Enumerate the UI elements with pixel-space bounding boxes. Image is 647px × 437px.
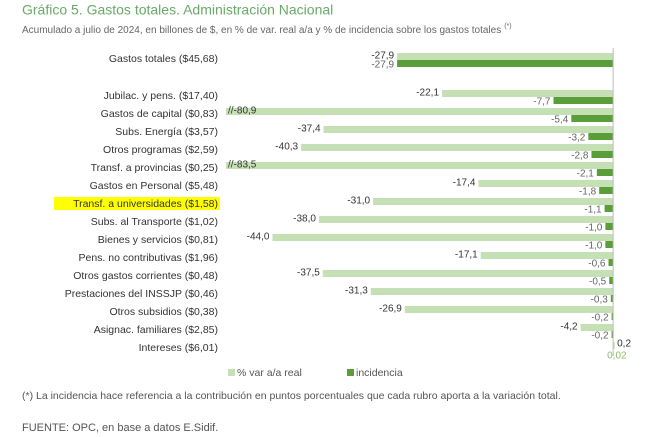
bar <box>605 241 614 248</box>
chart-title: Gráfico 5. Gastos totales. Administració… <box>22 2 333 18</box>
highlight <box>54 197 220 210</box>
value-label: -27,9 <box>371 60 394 71</box>
chart-subtitle: Acumulado a julio de 2024, en billones d… <box>22 23 512 36</box>
value-label: -3,2 <box>568 133 586 144</box>
category-label: Gastos de capital ($0,83) <box>101 108 218 120</box>
value-label: -2,8 <box>571 151 589 162</box>
bar <box>397 60 614 67</box>
footnote: (*) La incidencia hace referencia a la c… <box>22 390 561 402</box>
value-label: //-80,9 <box>228 106 257 117</box>
value-label: //-83,5 <box>228 160 257 171</box>
value-label: -44,0 <box>247 232 270 243</box>
value-label: -7,7 <box>533 97 551 108</box>
category-label: Otros gastos corrientes ($0,48) <box>73 270 218 282</box>
value-label: -1,0 <box>585 223 603 234</box>
bar <box>611 331 614 338</box>
bar <box>318 216 614 223</box>
bar <box>580 324 614 331</box>
value-label: -5,4 <box>551 115 569 126</box>
value-label: -27,9 <box>371 51 394 62</box>
legend-swatch <box>347 369 354 376</box>
value-label: -1,8 <box>579 187 597 198</box>
category-label: Transf. a provincias ($0,25) <box>91 162 218 174</box>
bar <box>599 187 614 194</box>
value-label: -17,1 <box>455 250 478 261</box>
value-label: -1,1 <box>584 205 602 216</box>
value-label: -17,4 <box>453 178 476 189</box>
bar <box>608 259 614 266</box>
bar <box>442 90 614 97</box>
value-label: -31,0 <box>347 196 370 207</box>
bar <box>553 97 614 104</box>
subtitle-text: Acumulado a julio de 2024, en billones d… <box>22 25 501 36</box>
category-label: Gastos en Personal ($5,48) <box>90 180 218 192</box>
category-label: Otros programas ($2,59) <box>103 144 218 156</box>
value-label: -4,2 <box>560 322 578 333</box>
bar <box>373 198 614 205</box>
bar <box>604 205 614 212</box>
value-label: -0,6 <box>588 259 606 270</box>
value-label: -1,0 <box>585 241 603 252</box>
category-label: Prestaciones del INSSJP ($0,46) <box>65 288 218 300</box>
category-label: Subs. Energía ($3,57) <box>115 126 218 138</box>
bar <box>610 295 614 302</box>
category-label: Transf. a universidades ($1,58) <box>73 198 218 210</box>
value-label: -22,1 <box>416 88 439 99</box>
bar <box>323 126 614 133</box>
bar <box>322 270 614 277</box>
legend-swatch <box>228 369 235 376</box>
value-label: -0,2 <box>591 313 609 324</box>
bar <box>613 342 615 349</box>
bar <box>370 288 614 295</box>
category-label: Asignac. familiares ($2,85) <box>94 324 218 336</box>
legend-label: incidencia <box>356 367 403 379</box>
bar <box>588 133 614 140</box>
value-label: -2,1 <box>577 169 595 180</box>
value-label: -0,5 <box>589 277 607 288</box>
value-label: -26,9 <box>379 304 402 315</box>
value-label: -38,0 <box>293 214 316 225</box>
category-label: Subs. al Transporte ($1,02) <box>91 216 218 228</box>
category-label: Pens. no contributivas ($1,96) <box>79 252 219 264</box>
bar <box>596 169 614 176</box>
plot-area <box>226 53 615 356</box>
source: FUENTE: OPC, en base a datos E.Sidif. <box>22 422 218 434</box>
category-label: Bienes y servicios ($0,81) <box>98 234 218 246</box>
value-label: -37,5 <box>297 268 320 279</box>
category-label: Gastos totales ($45,68) <box>109 53 218 65</box>
bar <box>478 180 614 187</box>
subtitle-note: (*) <box>504 23 511 30</box>
bar <box>605 223 614 230</box>
category-label: Intereses ($6,01) <box>139 342 218 354</box>
bar <box>571 115 614 122</box>
bar <box>404 306 614 313</box>
category-label: Jubilac. y pens. ($17,40) <box>104 90 218 102</box>
value-label: 0,2 <box>617 339 631 350</box>
value-label: -0,3 <box>591 295 609 306</box>
value-label: -37,4 <box>298 124 321 135</box>
value-label: 0,02 <box>607 351 627 362</box>
value-label: -40,3 <box>275 142 298 153</box>
bar <box>226 162 614 169</box>
bar <box>226 108 614 115</box>
category-label: Otros subsidios ($0,38) <box>109 306 218 318</box>
value-label: -0,2 <box>591 331 609 342</box>
bar <box>301 144 614 151</box>
bar <box>272 234 614 241</box>
bar <box>611 313 614 320</box>
bar <box>609 277 614 284</box>
value-label: -31,3 <box>345 286 368 297</box>
legend-label: % var a/a real <box>237 367 302 379</box>
bar <box>480 252 614 259</box>
bar <box>397 53 614 60</box>
bar <box>591 151 614 158</box>
